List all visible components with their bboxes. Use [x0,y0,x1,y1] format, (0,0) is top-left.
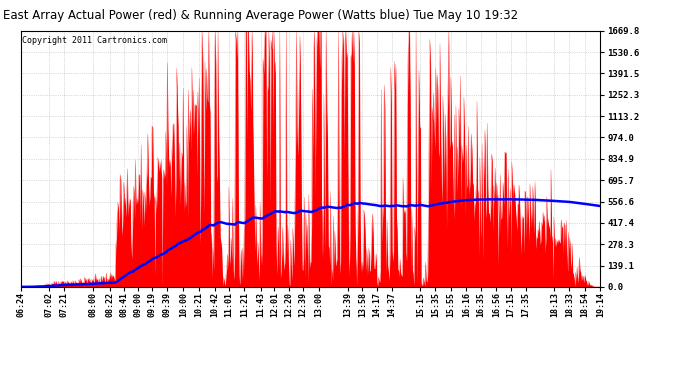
Text: Copyright 2011 Cartronics.com: Copyright 2011 Cartronics.com [22,36,167,45]
Text: East Array Actual Power (red) & Running Average Power (Watts blue) Tue May 10 19: East Array Actual Power (red) & Running … [3,9,519,22]
